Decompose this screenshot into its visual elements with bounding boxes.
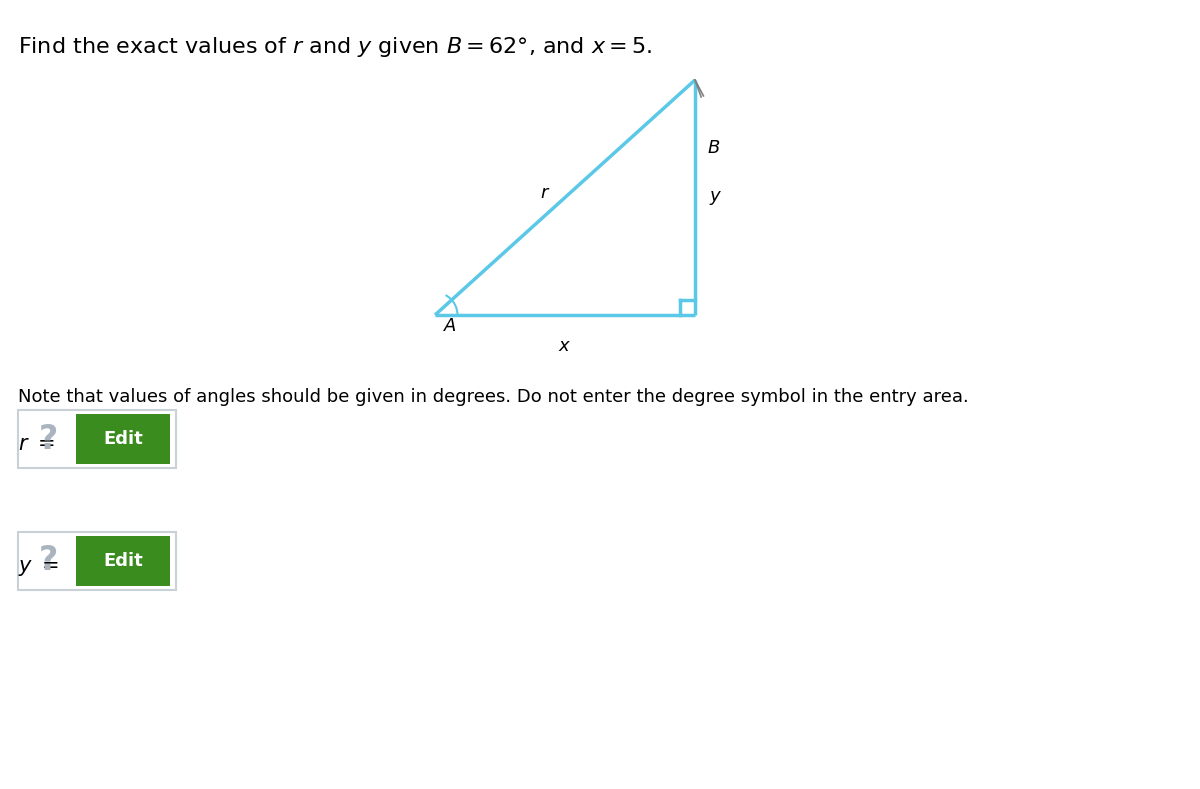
Text: Find the exact values of $r$ and $y$ given $B = 62°$, and $x = 5.$: Find the exact values of $r$ and $y$ giv…	[18, 35, 653, 59]
Text: Edit: Edit	[103, 552, 143, 570]
Text: ?: ?	[38, 422, 58, 455]
Text: Note that values of angles should be given in degrees. Do not enter the degree s: Note that values of angles should be giv…	[18, 388, 968, 406]
Text: $A$: $A$	[443, 317, 457, 335]
Text: $r$: $r$	[540, 184, 550, 201]
FancyBboxPatch shape	[76, 536, 170, 586]
Text: $x$: $x$	[558, 337, 571, 355]
Text: Edit: Edit	[103, 430, 143, 448]
FancyBboxPatch shape	[18, 532, 176, 590]
Text: $y$: $y$	[709, 189, 722, 207]
Text: $B$: $B$	[707, 139, 720, 156]
Text: ?: ?	[38, 544, 58, 578]
Text: $y\ =$: $y\ =$	[18, 558, 59, 578]
Text: $r\ =$: $r\ =$	[18, 435, 55, 454]
FancyBboxPatch shape	[76, 414, 170, 464]
FancyBboxPatch shape	[18, 410, 176, 468]
